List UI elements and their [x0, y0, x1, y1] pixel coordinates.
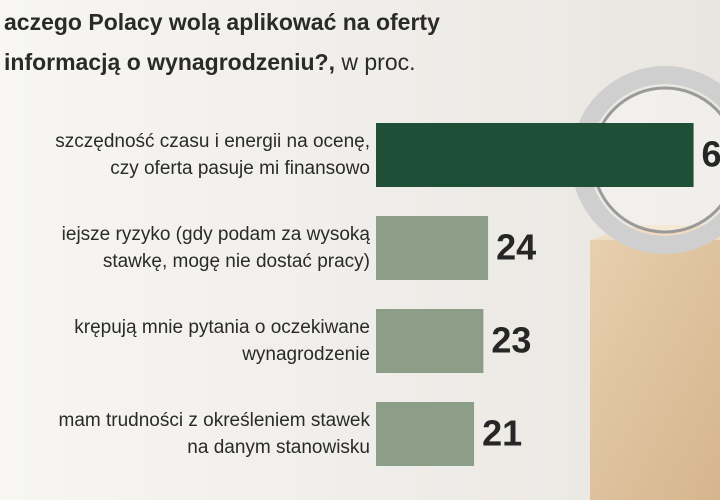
title-line: aczego Polacy wolą aplikować na oferty — [4, 9, 440, 35]
subtitle: w proc. — [340, 49, 415, 75]
value-label: 24 — [496, 227, 536, 268]
bar — [376, 123, 694, 187]
category-label: mam trudności z określeniem stawek — [59, 410, 371, 431]
category-label: na danym stanowisku — [187, 437, 370, 458]
category-label: krępują mnie pytania o oczekiwane — [74, 317, 370, 338]
category-label: iejsze ryzyko (gdy podam za wysoką — [62, 224, 371, 245]
category-label: czy oferta pasuje mi finansowo — [110, 158, 370, 179]
bar — [376, 309, 484, 373]
wood-block — [590, 240, 720, 500]
bar — [376, 216, 489, 280]
plot: 68 szczędność czasu i energii na ocenę, cz… — [55, 123, 720, 466]
title-line: informacją o wynagrodzeniu?, — [4, 49, 335, 75]
category-label: szczędność czasu i energii na ocenę, — [55, 131, 370, 152]
title-line: informacją o wynagrodzeniu?, w proc. — [4, 49, 416, 75]
category-label: stawkę, mogę nie dostać pracy) — [103, 251, 370, 272]
value-label: 23 — [491, 320, 531, 361]
bar — [376, 402, 475, 466]
value-label: 68 — [702, 134, 720, 175]
category-label: wynagrodzenie — [241, 344, 370, 365]
value-label: 21 — [482, 413, 522, 454]
